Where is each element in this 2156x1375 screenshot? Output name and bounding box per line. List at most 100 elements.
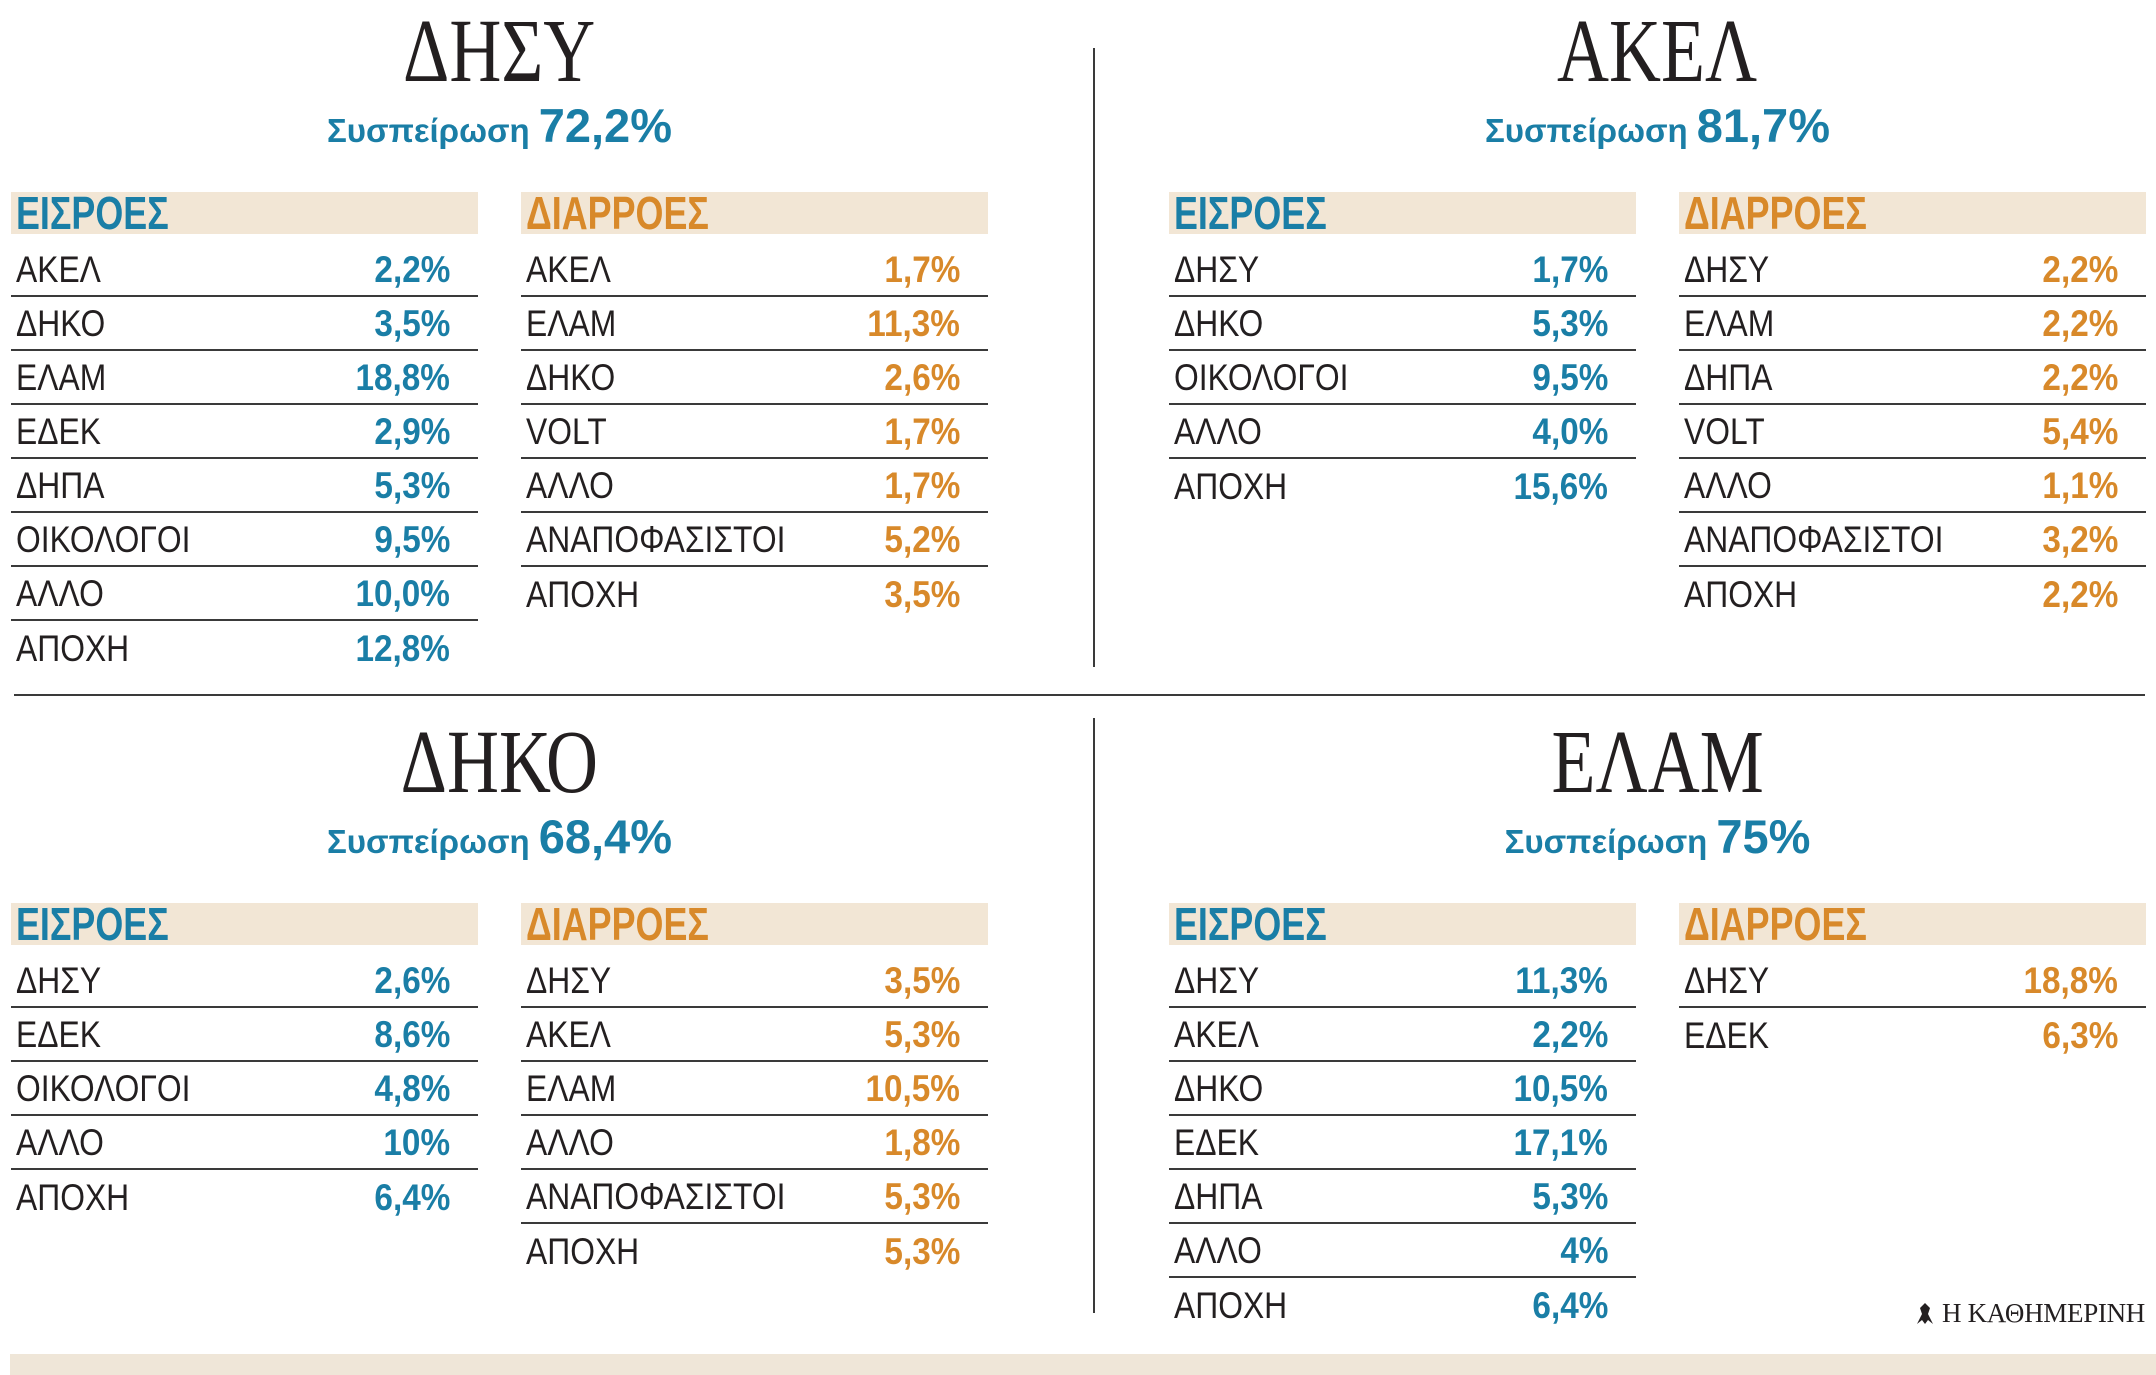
outflows-rows: ΑΚΕΛ 1,7% ΕΛΑΜ 11,3% ΔΗΚΟ 2,6% VOLT 1,7% ΑΛΛΟ 1,7… <box>521 243 988 621</box>
cohesion-label: Συσπείρωση <box>327 823 530 860</box>
outflows-table: ΔΙΑΡΡΟΕΣ ΔΗΣΥ 18,8% ΕΔΕΚ 6,3% <box>1679 898 2146 1062</box>
row-value: 2,2% <box>2042 356 2118 398</box>
row-value: 5,2% <box>884 518 960 560</box>
table-row: ΕΔΕΚ 6,3% <box>1679 1008 2146 1062</box>
emblem-icon <box>1916 1303 1933 1324</box>
row-party-label: VOLT <box>1684 410 1765 452</box>
inflows-header-label: ΕΙΣΡΟΕΣ <box>16 898 169 950</box>
table-row: ΑΛΛΟ 10% <box>11 1116 478 1170</box>
row-party-label: ΕΔΕΚ <box>1174 1121 1259 1163</box>
table-row: ΕΛΑΜ 10,5% <box>521 1062 988 1116</box>
row-party-label: ΑΛΛΟ <box>1174 1229 1262 1271</box>
row-value: 11,3% <box>1515 959 1608 1001</box>
row-party-label: ΔΗΣΥ <box>1174 248 1260 290</box>
row-party-label: ΑΛΛΟ <box>16 1121 104 1163</box>
table-row: ΑΠΟΧΗ 12,8% <box>11 621 478 675</box>
party-title: ΑΚΕΛ <box>1169 6 2146 98</box>
row-party-label: ΔΗΚΟ <box>526 356 616 398</box>
table-row: ΑΠΟΧΗ 2,2% <box>1679 567 2146 621</box>
outflows-table: ΔΙΑΡΡΟΕΣ ΑΚΕΛ 1,7% ΕΛΑΜ 11,3% ΔΗΚΟ 2,6% VOLT 1,… <box>521 187 988 621</box>
party-panel: ΑΚΕΛ Συσπείρωση 81,7% ΕΙΣΡΟΕΣ ΔΗΣΥ 1,7% ΔΗ… <box>1169 0 2146 680</box>
row-value: 1,7% <box>1532 248 1608 290</box>
row-value: 3,2% <box>2042 518 2118 560</box>
party-panel: ΔΗΣΥ Συσπείρωση 72,2% ΕΙΣΡΟΕΣ ΑΚΕΛ 2,2% ΔΗ… <box>11 0 988 680</box>
row-value: 17,1% <box>1513 1121 1608 1163</box>
table-row: ΟΙΚΟΛΟΓΟΙ 4,8% <box>11 1062 478 1116</box>
vertical-divider <box>1093 48 1095 667</box>
row-party-label: ΕΔΕΚ <box>16 410 101 452</box>
publisher-logo: Η ΚΑΘΗΜΕΡΙΝΗ <box>1914 1296 2145 1330</box>
row-party-label: ΔΗΣΥ <box>526 959 612 1001</box>
table-row: ΔΗΠΑ 2,2% <box>1679 351 2146 405</box>
table-row: ΕΔΕΚ 2,9% <box>11 405 478 459</box>
row-party-label: ΔΗΚΟ <box>1174 302 1264 344</box>
outflows-rows: ΔΗΣΥ 3,5% ΑΚΕΛ 5,3% ΕΛΑΜ 10,5% ΑΛΛΟ 1,8% ΑΝΑΠΟΦΑ… <box>521 954 988 1278</box>
row-value: 6,4% <box>1532 1284 1608 1326</box>
row-party-label: ΑΚΕΛ <box>1174 1013 1259 1055</box>
row-party-label: ΔΗΣΥ <box>16 959 102 1001</box>
table-row: ΔΗΣΥ 2,2% <box>1679 243 2146 297</box>
row-value: 2,9% <box>374 410 450 452</box>
cohesion-line: Συσπείρωση 72,2% <box>11 102 988 152</box>
table-row: ΕΛΑΜ 2,2% <box>1679 297 2146 351</box>
outflows-header-label: ΔΙΑΡΡΟΕΣ <box>526 187 709 239</box>
row-value: 5,3% <box>374 464 450 506</box>
table-row: ΔΗΚΟ 3,5% <box>11 297 478 351</box>
row-party-label: ΟΙΚΟΛΟΓΟΙ <box>16 1067 191 1109</box>
row-party-label: ΑΛΛΟ <box>16 572 104 614</box>
table-row: VOLT 1,7% <box>521 405 988 459</box>
party-panel: ΕΛΑΜ Συσπείρωση 75% ΕΙΣΡΟΕΣ ΔΗΣΥ 11,3% ΑΚΕ… <box>1169 711 2146 1351</box>
table-row: ΑΠΟΧΗ 15,6% <box>1169 459 1636 513</box>
table-row: ΔΗΣΥ 1,7% <box>1169 243 1636 297</box>
outflows-table: ΔΙΑΡΡΟΕΣ ΔΗΣΥ 2,2% ΕΛΑΜ 2,2% ΔΗΠΑ 2,2% VOLT 5,4… <box>1679 190 2146 621</box>
row-party-label: ΑΚΕΛ <box>526 1013 611 1055</box>
row-value: 3,5% <box>374 302 450 344</box>
row-value: 18,8% <box>2023 959 2118 1001</box>
cohesion-label: Συσπείρωση <box>327 112 530 149</box>
table-row: ΕΔΕΚ 17,1% <box>1169 1116 1636 1170</box>
row-value: 18,8% <box>355 356 450 398</box>
table-row: ΕΛΑΜ 18,8% <box>11 351 478 405</box>
row-party-label: ΔΗΠΑ <box>16 464 105 506</box>
inflows-table: ΕΙΣΡΟΕΣ ΔΗΣΥ 2,6% ΕΔΕΚ 8,6% ΟΙΚΟΛΟΓΟΙ 4,8% ΑΛΛ… <box>11 898 478 1224</box>
table-row: ΑΚΕΛ 1,7% <box>521 243 988 297</box>
table-row: ΑΠΟΧΗ 5,3% <box>521 1224 988 1278</box>
cohesion-label: Συσπείρωση <box>1504 823 1708 860</box>
table-row: ΔΗΚΟ 2,6% <box>521 351 988 405</box>
party-title: ΔΗΚΟ <box>11 717 988 809</box>
row-value: 10,5% <box>1513 1067 1608 1109</box>
row-value: 5,3% <box>1532 302 1608 344</box>
party-title-text: ΕΛΑΜ <box>1551 713 1764 812</box>
party-title: ΕΛΑΜ <box>1169 717 2146 809</box>
row-value: 1,1% <box>2042 464 2118 506</box>
row-party-label: ΑΚΕΛ <box>16 248 101 290</box>
inflows-rows: ΔΗΣΥ 1,7% ΔΗΚΟ 5,3% ΟΙΚΟΛΟΓΟΙ 9,5% ΑΛΛΟ 4,0% ΑΠΟ… <box>1169 243 1636 513</box>
table-row: VOLT 5,4% <box>1679 405 2146 459</box>
row-party-label: ΔΗΚΟ <box>1174 1067 1264 1109</box>
row-party-label: ΟΙΚΟΛΟΓΟΙ <box>1174 356 1349 398</box>
row-value: 2,2% <box>2042 248 2118 290</box>
row-value: 6,4% <box>374 1176 450 1218</box>
row-value: 2,2% <box>374 248 450 290</box>
table-row: ΑΚΕΛ 2,2% <box>11 243 478 297</box>
row-value: 2,6% <box>374 959 450 1001</box>
outflows-header-label: ΔΙΑΡΡΟΕΣ <box>1684 898 1867 950</box>
row-value: 3,5% <box>884 959 960 1001</box>
outflows-header: ΔΙΑΡΡΟΕΣ <box>1679 190 2146 236</box>
row-value: 5,3% <box>884 1175 960 1217</box>
row-value: 1,7% <box>884 464 960 506</box>
inflows-header: ΕΙΣΡΟΕΣ <box>11 190 478 236</box>
row-party-label: ΕΛΑΜ <box>526 1067 617 1109</box>
row-value: 3,5% <box>884 573 960 615</box>
row-value: 4,0% <box>1532 410 1608 452</box>
inflows-rows: ΔΗΣΥ 2,6% ΕΔΕΚ 8,6% ΟΙΚΟΛΟΓΟΙ 4,8% ΑΛΛΟ 10% ΑΠΟΧ… <box>11 954 478 1224</box>
inflows-table: ΕΙΣΡΟΕΣ ΔΗΣΥ 1,7% ΔΗΚΟ 5,3% ΟΙΚΟΛΟΓΟΙ 9,5% ΑΛΛ… <box>1169 190 1636 513</box>
row-value: 5,3% <box>884 1230 960 1272</box>
table-row: ΑΛΛΟ 4% <box>1169 1224 1636 1278</box>
row-party-label: VOLT <box>526 410 607 452</box>
inflows-header: ΕΙΣΡΟΕΣ <box>11 898 478 950</box>
logo-text: Η ΚΑΘΗΜΕΡΙΝΗ <box>1941 1297 2145 1328</box>
row-value: 10% <box>383 1121 450 1163</box>
table-row: ΑΠΟΧΗ 6,4% <box>11 1170 478 1224</box>
row-party-label: ΑΛΛΟ <box>1684 464 1772 506</box>
